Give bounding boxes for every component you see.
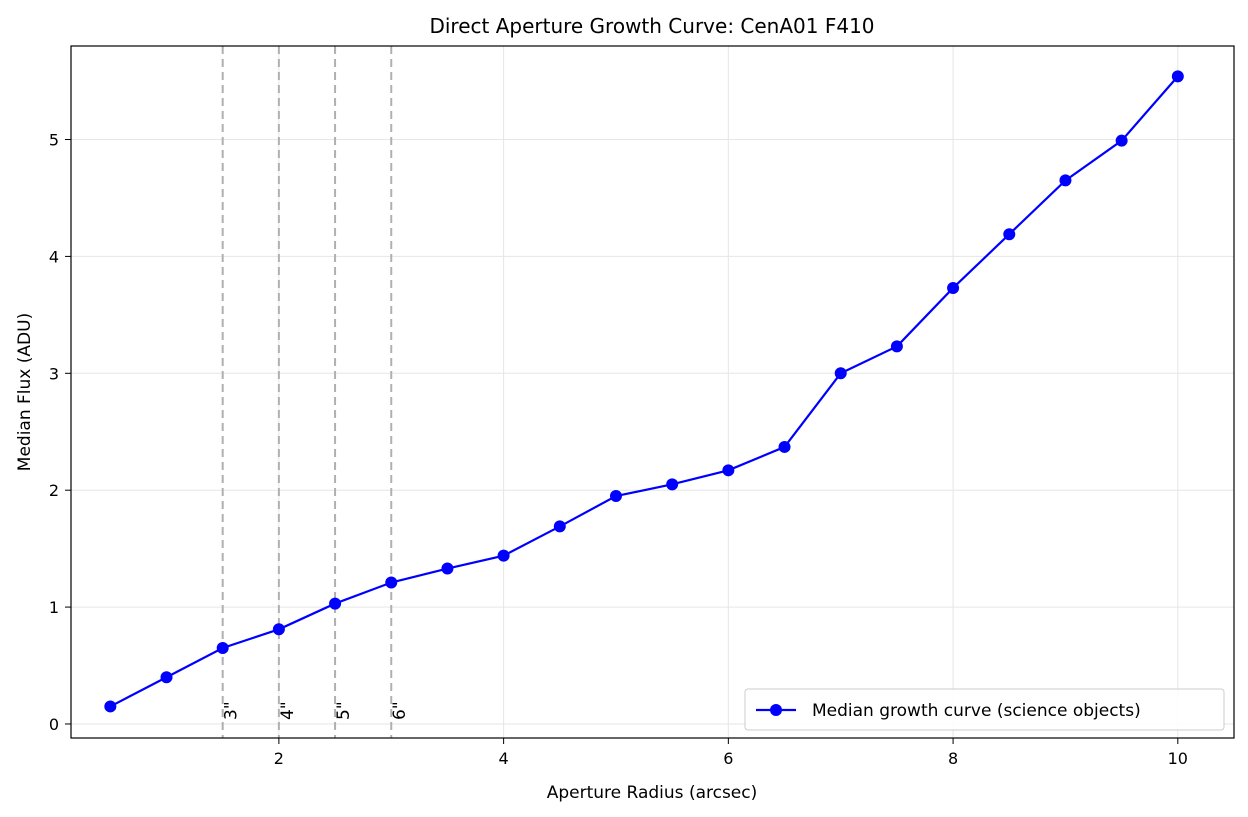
y-tick-label: 0: [49, 715, 59, 734]
tick-layer: 2 4 6 8 10 0 1 2 3 4 5: [49, 131, 1188, 768]
x-tick-label: 8: [948, 749, 958, 768]
y-tick-label: 2: [49, 481, 59, 500]
x-tick-label: 6: [723, 749, 733, 768]
data-point: [609, 490, 622, 503]
data-point: [1003, 228, 1016, 241]
data-point: [666, 478, 679, 491]
data-point: [722, 464, 735, 477]
y-tick-label: 1: [49, 598, 59, 617]
reference-line-label: 3": [222, 701, 242, 720]
reference-lines: 3" 4" 5" 6": [221, 46, 410, 738]
legend-marker-swatch: [770, 704, 782, 716]
series-line: [109, 75, 1179, 708]
x-tick-label: 10: [1168, 749, 1188, 768]
reference-line-label: 6": [390, 701, 410, 720]
x-axis-label: Aperture Radius (arcsec): [547, 783, 758, 803]
data-point: [441, 562, 454, 575]
legend-label: Median growth curve (science objects): [812, 701, 1141, 721]
y-axis-label: Median Flux (ADU): [15, 313, 35, 471]
data-point: [497, 549, 510, 562]
data-point: [1115, 134, 1128, 147]
x-tick-label: 2: [274, 749, 284, 768]
grid-layer: [71, 46, 1234, 738]
chart-title: Direct Aperture Growth Curve: CenA01 F41…: [429, 14, 874, 38]
data-point: [385, 576, 398, 589]
reference-line-label: 5": [334, 701, 354, 720]
data-point: [104, 700, 117, 713]
data-point: [890, 340, 903, 353]
y-tick-label: 5: [49, 131, 59, 150]
data-point: [947, 281, 960, 294]
data-point: [160, 671, 173, 684]
data-point: [834, 367, 847, 380]
data-point: [216, 641, 229, 654]
data-point: [272, 623, 285, 636]
reference-line-label: 4": [278, 701, 298, 720]
data-point: [329, 597, 342, 610]
data-point: [1171, 70, 1184, 83]
y-tick-label: 3: [49, 364, 59, 383]
legend: Median growth curve (science objects): [744, 688, 1225, 731]
y-tick-label: 4: [49, 247, 59, 266]
legend-box: [744, 688, 1225, 731]
data-point: [553, 520, 566, 533]
plot-area-frame: [70, 45, 1235, 739]
data-point: [778, 440, 791, 453]
series-layer: [104, 70, 1184, 713]
x-tick-label: 4: [499, 749, 509, 768]
data-point: [1059, 174, 1072, 187]
